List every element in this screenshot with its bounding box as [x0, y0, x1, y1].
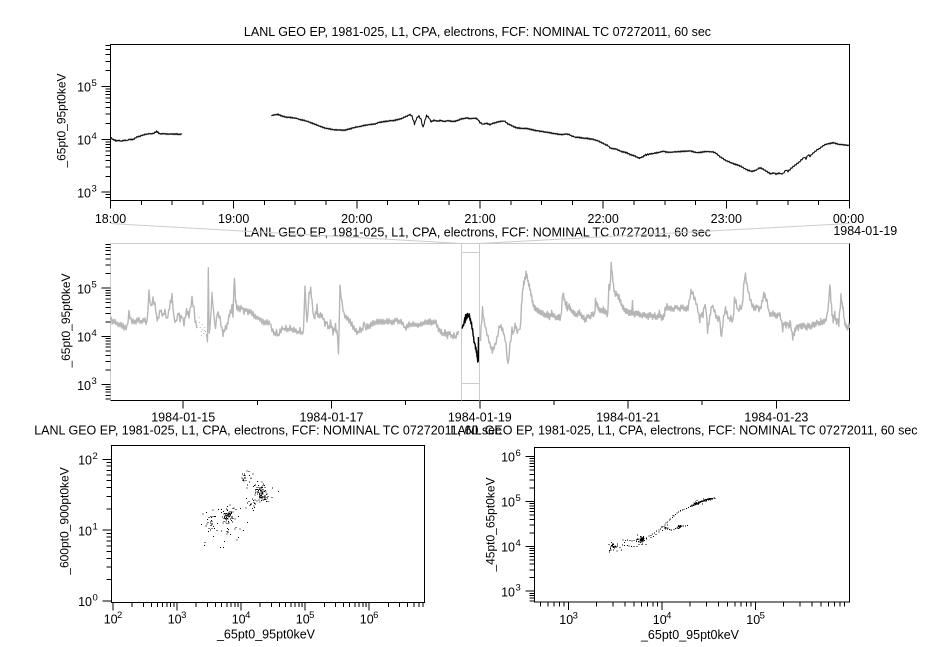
- svg-text:4: 4: [666, 610, 671, 621]
- svg-text:10: 10: [78, 524, 92, 538]
- svg-text:2: 2: [117, 610, 122, 621]
- svg-text:10: 10: [501, 451, 515, 465]
- svg-text:10: 10: [501, 585, 515, 599]
- svg-text:_65pt0_95pt0keV: _65pt0_95pt0keV: [55, 73, 69, 168]
- svg-text:10: 10: [77, 331, 91, 345]
- svg-text:4: 4: [92, 328, 97, 339]
- svg-text:3: 3: [573, 610, 578, 621]
- svg-text:10: 10: [77, 186, 91, 200]
- svg-text:6: 6: [516, 448, 521, 459]
- svg-text:_65pt0_95pt0keV: _65pt0_95pt0keV: [59, 273, 73, 368]
- svg-text:5: 5: [92, 78, 97, 89]
- svg-text:5: 5: [516, 493, 521, 504]
- svg-text:3: 3: [181, 610, 186, 621]
- svg-text:1984-01-19: 1984-01-19: [833, 224, 897, 238]
- svg-text:10: 10: [77, 282, 91, 296]
- svg-text:_65pt0_95pt0keV: _65pt0_95pt0keV: [640, 628, 740, 642]
- svg-text:0: 0: [93, 593, 98, 604]
- svg-text:LANL GEO EP, 1981-025, L1, CPA: LANL GEO EP, 1981-025, L1, CPA, electron…: [244, 225, 711, 239]
- svg-text:3: 3: [92, 376, 97, 387]
- svg-text:10: 10: [168, 613, 182, 627]
- svg-text:10: 10: [360, 613, 374, 627]
- svg-text:10: 10: [77, 134, 91, 148]
- svg-text:10: 10: [653, 613, 667, 627]
- svg-text:10: 10: [104, 613, 118, 627]
- svg-text:3: 3: [516, 583, 521, 594]
- svg-text:1984-01-17: 1984-01-17: [300, 411, 364, 425]
- svg-text:LANL GEO EP, 1981-025, L1, CPA: LANL GEO EP, 1981-025, L1, CPA, electron…: [34, 424, 501, 438]
- svg-text:4: 4: [516, 538, 521, 549]
- svg-text:1: 1: [93, 522, 98, 533]
- svg-text:LANL GEO EP, 1981-025, L1, CPA: LANL GEO EP, 1981-025, L1, CPA, electron…: [244, 25, 711, 39]
- svg-text:22:00: 22:00: [588, 212, 619, 226]
- svg-text:_600pt0_900pt0keV: _600pt0_900pt0keV: [58, 467, 72, 575]
- svg-text:23:00: 23:00: [711, 212, 742, 226]
- svg-text:2: 2: [93, 451, 98, 462]
- svg-text:19:00: 19:00: [218, 212, 249, 226]
- svg-text:4: 4: [245, 610, 250, 621]
- svg-text:LANL GEO EP, 1981-025, L1, CPA: LANL GEO EP, 1981-025, L1, CPA, electron…: [450, 424, 917, 438]
- svg-text:10: 10: [77, 379, 91, 393]
- svg-text:10: 10: [77, 81, 91, 95]
- svg-text:10: 10: [78, 454, 92, 468]
- svg-text:1984-01-21: 1984-01-21: [596, 411, 660, 425]
- svg-text:10: 10: [559, 613, 573, 627]
- svg-text:5: 5: [92, 280, 97, 291]
- svg-text:1984-01-19: 1984-01-19: [448, 411, 512, 425]
- svg-text:5: 5: [309, 610, 314, 621]
- svg-text:6: 6: [373, 610, 378, 621]
- svg-text:10: 10: [296, 613, 310, 627]
- svg-text:10: 10: [232, 613, 246, 627]
- svg-text:3: 3: [92, 184, 97, 195]
- svg-text:18:00: 18:00: [95, 212, 126, 226]
- svg-text:5: 5: [760, 610, 765, 621]
- svg-text:4: 4: [92, 131, 97, 142]
- svg-text:1984-01-15: 1984-01-15: [151, 411, 215, 425]
- svg-text:00:00: 00:00: [833, 212, 864, 226]
- svg-text:10: 10: [78, 595, 92, 609]
- svg-text:10: 10: [501, 541, 515, 555]
- svg-text:20:00: 20:00: [341, 212, 372, 226]
- svg-text:21:00: 21:00: [464, 212, 495, 226]
- svg-text:_45pt0_65pt0keV: _45pt0_65pt0keV: [484, 477, 498, 572]
- svg-text:10: 10: [746, 613, 760, 627]
- svg-text:1984-01-23: 1984-01-23: [744, 411, 808, 425]
- svg-text:10: 10: [501, 496, 515, 510]
- svg-text:_65pt0_95pt0keV: _65pt0_95pt0keV: [216, 628, 316, 642]
